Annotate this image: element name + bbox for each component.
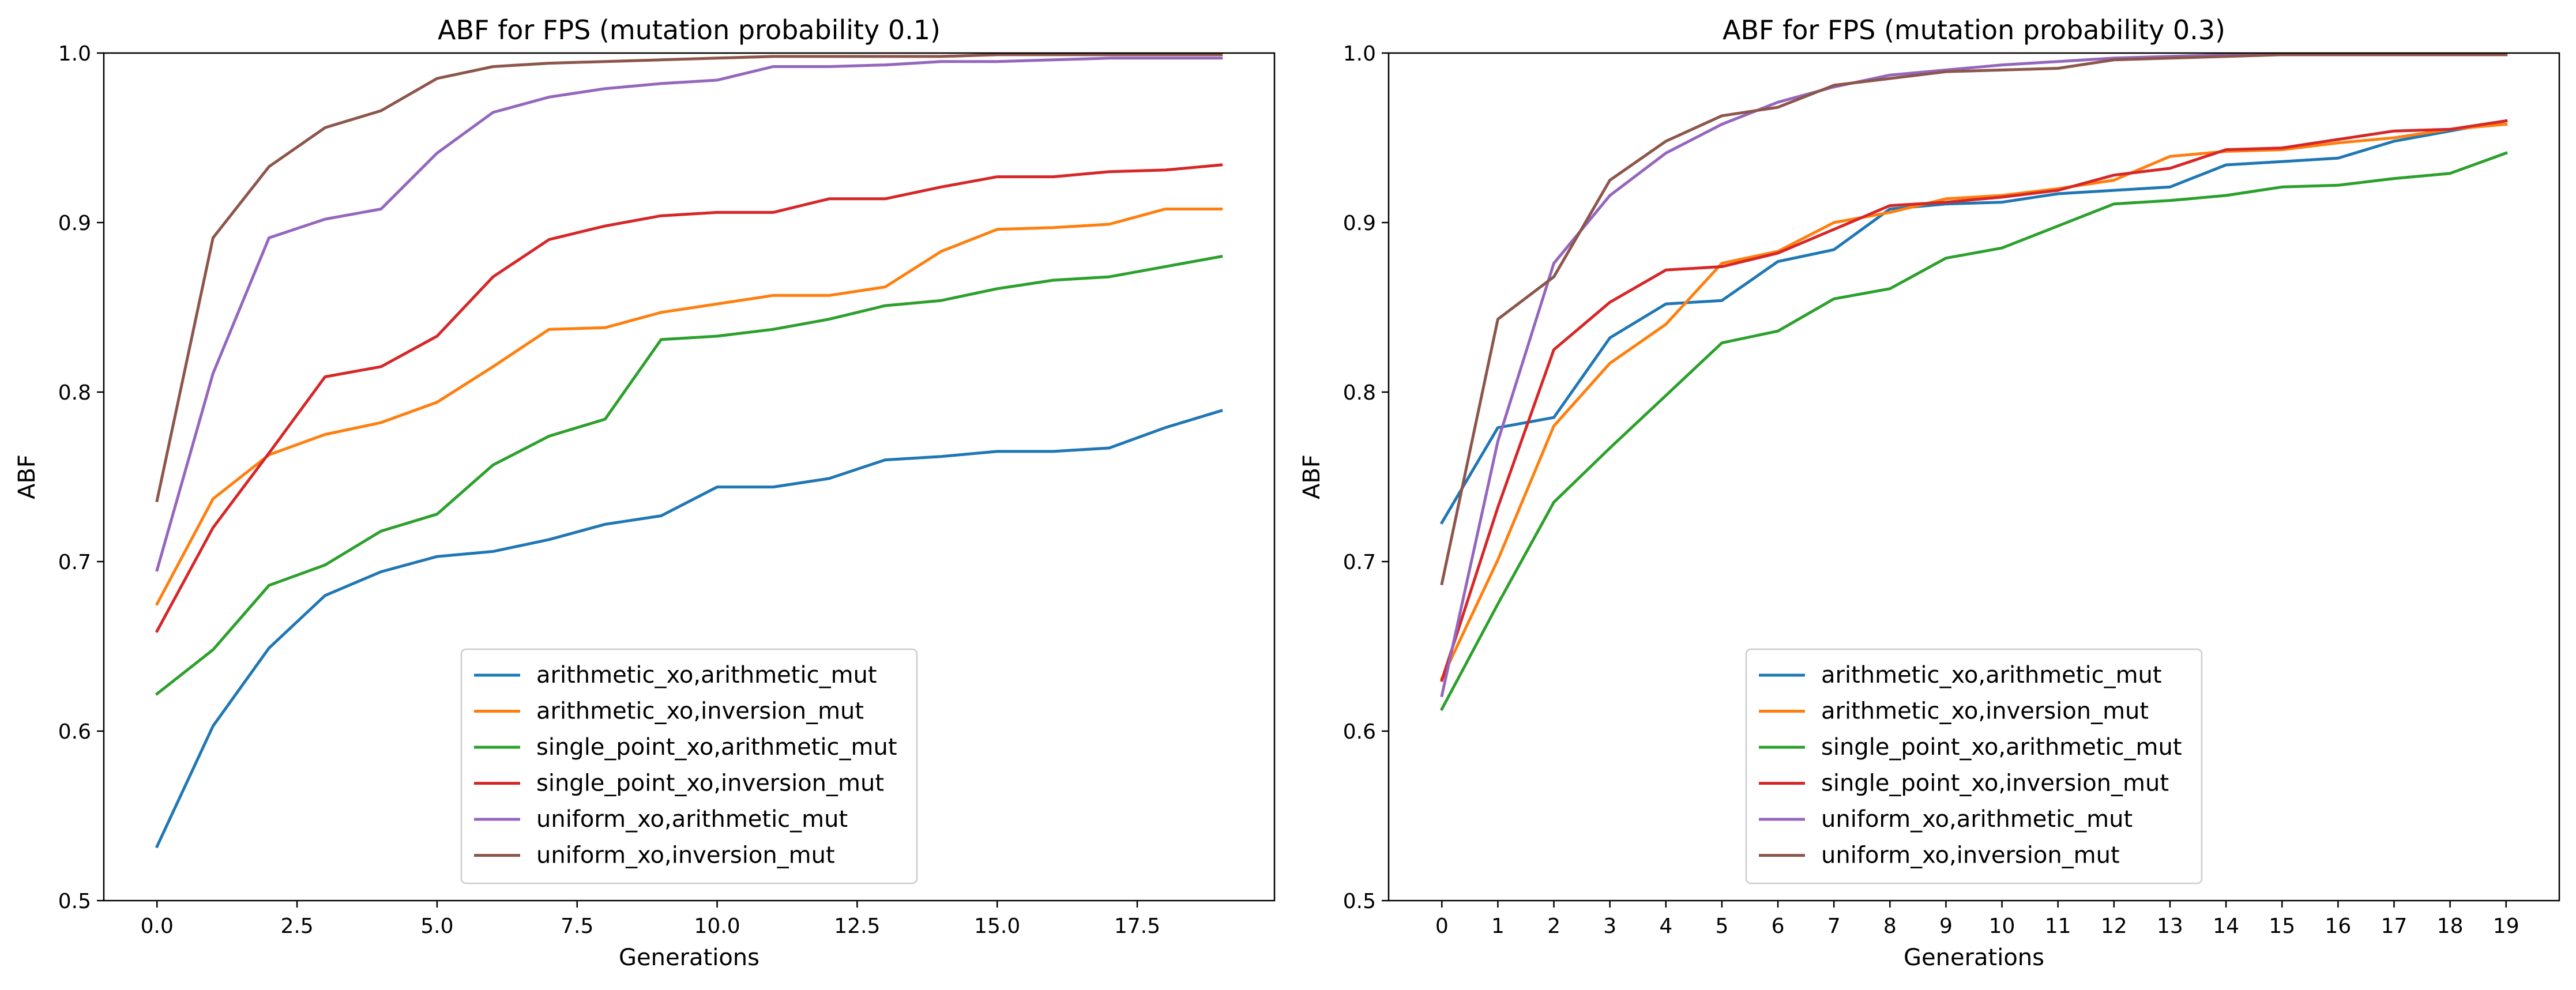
x-tick-label: 17.5 xyxy=(1114,914,1160,938)
x-tick-label: 0.0 xyxy=(141,914,174,938)
x-tick-label: 3 xyxy=(1603,914,1616,938)
series-line-0 xyxy=(1439,119,2508,525)
legend: arithmetic_xo,arithmetic_mut arithmetic_x… xyxy=(460,648,918,884)
series-line-1 xyxy=(155,208,1223,606)
y-tick-label: 0.5 xyxy=(1343,890,1376,913)
chart-mutation-0-1: ABF for FPS (mutation probability 0.1) 0.… xyxy=(14,14,1276,971)
x-tick-label: 11 xyxy=(2045,914,2071,938)
x-tick-label: 12.5 xyxy=(834,914,880,938)
legend-label: uniform_xo,inversion_mut xyxy=(536,842,835,869)
legend-label: arithmetic_xo,inversion_mut xyxy=(536,698,864,725)
x-tick-label: 17 xyxy=(2381,914,2408,938)
series-line-0 xyxy=(155,409,1223,849)
chart-title: ABF for FPS (mutation probability 0.3) xyxy=(1723,14,2225,46)
x-tick-label: 6 xyxy=(1772,914,1785,938)
x-tick-label: 1 xyxy=(1491,914,1505,938)
series-line-3 xyxy=(1440,119,2508,682)
legend-label: arithmetic_xo,arithmetic_mut xyxy=(536,662,877,688)
x-tick-label: 2.5 xyxy=(280,914,313,938)
y-axis-label: ABF xyxy=(14,454,40,499)
x-tick-label: 4 xyxy=(1659,914,1672,938)
y-tick-label: 0.5 xyxy=(58,890,91,913)
y-tick-label: 0.8 xyxy=(58,381,91,405)
chart-mutation-0-3: ABF for FPS (mutation probability 0.3) 0.… xyxy=(1299,14,2560,971)
x-tick-label: 19 xyxy=(2493,914,2519,938)
plot-area-frame xyxy=(103,52,1276,902)
x-tick-label: 8 xyxy=(1883,914,1897,938)
legend-label: single_point_xo,arithmetic_mut xyxy=(536,734,897,761)
series-line-1 xyxy=(1439,122,2508,681)
y-tick-label: 0.7 xyxy=(58,551,91,574)
legend-box xyxy=(1745,648,2203,884)
legend-label: uniform_xo,arithmetic_mut xyxy=(1821,806,2133,833)
x-tick-label: 7.5 xyxy=(561,914,593,938)
legend-label: single_point_xo,arithmetic_mut xyxy=(1821,734,2182,761)
x-tick-label: 15 xyxy=(2269,914,2295,938)
x-tick-label: 2 xyxy=(1547,914,1560,938)
chart-title: ABF for FPS (mutation probability 0.1) xyxy=(438,14,941,46)
y-tick-label: 1.0 xyxy=(1343,42,1376,66)
x-tick-label: 12 xyxy=(2101,914,2127,938)
y-tick-label: 1.0 xyxy=(58,42,91,66)
legend-label: uniform_xo,arithmetic_mut xyxy=(536,806,848,833)
series-line-4 xyxy=(155,57,1223,572)
series-line-5 xyxy=(155,53,1223,503)
x-tick-label: 5.0 xyxy=(420,914,453,938)
series-line-5 xyxy=(1440,53,2508,586)
legend-label: single_point_xo,inversion_mut xyxy=(1821,770,2169,797)
y-tick-label: 0.8 xyxy=(1343,381,1376,405)
x-tick-label: 15.0 xyxy=(974,914,1020,938)
x-tick-label: 10 xyxy=(1989,914,2015,938)
series-line-2 xyxy=(1439,151,2508,712)
x-tick-label: 16 xyxy=(2325,914,2351,938)
x-tick-label: 10.0 xyxy=(694,914,740,938)
x-axis-label: Generations xyxy=(1904,944,2044,971)
plot-area-frame xyxy=(1387,52,2560,902)
x-axis-label: Generations xyxy=(619,944,759,971)
y-tick-label: 0.7 xyxy=(1343,551,1376,574)
legend: arithmetic_xo,arithmetic_mut arithmetic_x… xyxy=(1745,648,2203,884)
y-tick-label: 0.9 xyxy=(1343,212,1376,235)
y-tick-label: 0.6 xyxy=(1343,720,1376,744)
series-line-3 xyxy=(155,163,1223,633)
y-axis-label: ABF xyxy=(1299,454,1325,499)
legend-label: single_point_xo,inversion_mut xyxy=(536,770,884,797)
x-tick-label: 13 xyxy=(2157,914,2183,938)
x-tick-label: 14 xyxy=(2213,914,2239,938)
y-tick-label: 0.6 xyxy=(58,720,91,744)
legend-box xyxy=(460,648,918,884)
x-tick-label: 5 xyxy=(1715,914,1728,938)
legend-label: arithmetic_xo,inversion_mut xyxy=(1821,698,2149,725)
x-tick-label: 9 xyxy=(1939,914,1953,938)
y-tick-label: 0.9 xyxy=(58,212,91,235)
x-tick-label: 7 xyxy=(1827,914,1841,938)
x-tick-label: 0 xyxy=(1435,914,1449,938)
legend-label: arithmetic_xo,arithmetic_mut xyxy=(1821,662,2162,688)
series-line-2 xyxy=(155,254,1223,696)
legend-label: uniform_xo,inversion_mut xyxy=(1821,842,2120,869)
x-tick-label: 18 xyxy=(2437,914,2464,938)
